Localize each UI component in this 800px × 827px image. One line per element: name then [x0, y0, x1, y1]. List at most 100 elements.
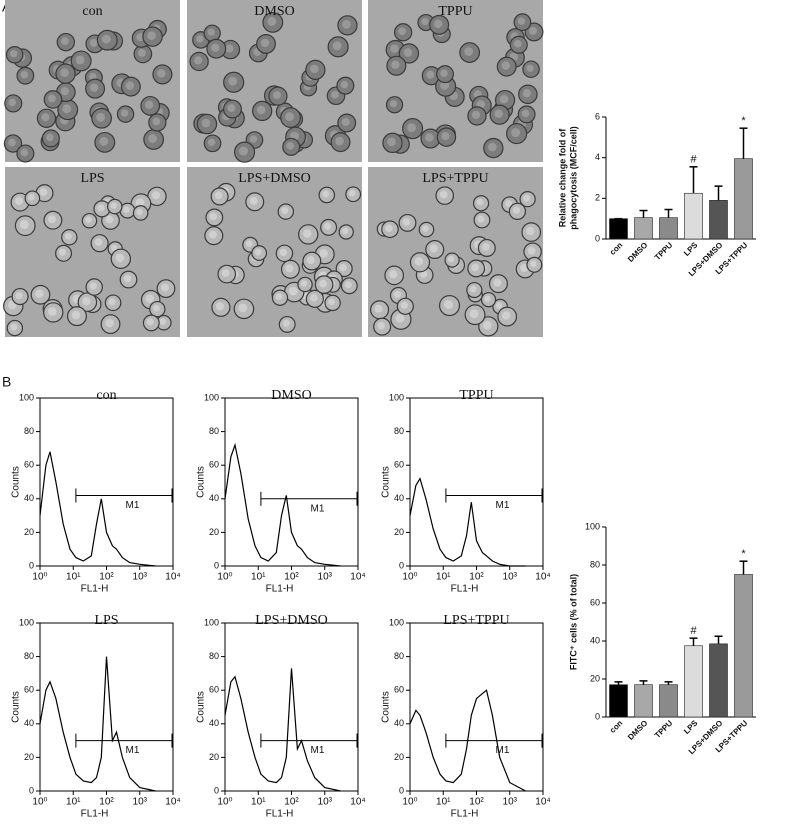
cell-center — [393, 290, 402, 298]
y-tick-label: 20 — [590, 673, 600, 683]
x-tick-label: 10¹ — [251, 797, 266, 808]
cell-center — [227, 104, 236, 113]
y-tick-label: 0 — [595, 233, 600, 243]
bar — [734, 574, 753, 718]
plot-frame — [224, 622, 359, 792]
y-tick-label: 60 — [24, 685, 34, 695]
y-tick-label: 60 — [209, 685, 219, 695]
y-tick-label: 20 — [394, 752, 404, 762]
y-axis-label: phagocytosis (MCF/cell) — [568, 126, 578, 230]
cell-center — [440, 80, 450, 90]
cell-center — [249, 135, 258, 143]
gate-label: M1 — [495, 745, 509, 756]
bar — [659, 684, 678, 718]
cell-center — [39, 188, 48, 196]
gate-label: M1 — [310, 503, 324, 514]
cell-center — [160, 283, 169, 292]
x-tick-label: 10⁰ — [32, 572, 47, 583]
cell-center — [286, 142, 294, 150]
histogram-line — [409, 689, 526, 792]
cell-center — [214, 191, 223, 200]
cell-center — [137, 49, 146, 57]
cell-center — [526, 226, 535, 236]
gate-label: M1 — [125, 745, 139, 756]
y-axis-label: Counts — [381, 691, 392, 723]
cell-center — [135, 198, 145, 208]
x-tick-label: 10⁰ — [217, 572, 232, 583]
cell-center — [395, 313, 405, 323]
cell-center — [254, 248, 262, 256]
cell-center — [344, 281, 352, 289]
cell-center — [501, 61, 510, 70]
x-tick-label: 10³ — [133, 572, 148, 583]
cell-center — [275, 293, 283, 301]
cell-center — [342, 227, 349, 235]
x-tick-label: 10² — [469, 797, 484, 808]
x-axis-label: FL1-H — [266, 809, 294, 820]
cell-center — [522, 89, 531, 98]
cell-center — [60, 37, 69, 46]
cell-center — [211, 43, 220, 52]
y-axis-label: Relative change fold of — [557, 128, 567, 228]
cell-center — [493, 278, 502, 287]
cell-center — [196, 35, 204, 43]
cell-center — [239, 146, 249, 156]
cell-center — [260, 38, 270, 48]
x-tick-label: con — [608, 240, 625, 257]
bar — [734, 158, 753, 240]
cell-center — [209, 212, 218, 221]
y-tick-label: 40 — [209, 718, 219, 728]
cell-center — [20, 148, 29, 157]
cell-center — [28, 194, 35, 201]
cell-center — [60, 68, 69, 77]
cell-center — [194, 56, 203, 65]
panel-label: B — [2, 374, 11, 390]
cell-center — [110, 202, 117, 209]
y-tick-label: 100 — [585, 521, 600, 531]
bar — [659, 217, 678, 240]
cell-center — [391, 60, 400, 69]
gate-label: M1 — [495, 500, 509, 511]
cell-center — [385, 224, 393, 232]
x-tick-label: 10⁴ — [165, 797, 180, 808]
cell-center — [41, 113, 50, 122]
cell-center — [342, 20, 351, 29]
bar — [709, 643, 728, 718]
cell-center — [471, 263, 479, 272]
cell-center — [422, 225, 429, 232]
y-tick-label: 100 — [389, 392, 404, 402]
y-tick-label: 60 — [24, 460, 34, 470]
cell-center — [464, 47, 474, 56]
cell-center — [85, 216, 92, 223]
cell-center — [469, 285, 477, 293]
gate-label: M1 — [125, 500, 139, 511]
cell-center — [159, 318, 167, 325]
y-tick-label: 40 — [24, 718, 34, 728]
y-axis-label: Counts — [196, 691, 207, 723]
cell-center — [99, 136, 109, 146]
cell-center — [71, 310, 81, 320]
plot-frame — [224, 397, 359, 567]
cell-center — [105, 318, 114, 328]
cell-center — [123, 206, 130, 213]
cell-center — [64, 232, 72, 240]
cell-center — [520, 263, 529, 272]
x-tick-label: 10² — [99, 797, 114, 808]
cell-center — [482, 243, 490, 251]
y-tick-label: 80 — [24, 651, 34, 661]
cell-center — [101, 34, 111, 44]
cell-center — [207, 138, 216, 147]
y-tick-label: 100 — [204, 617, 219, 627]
cell-center — [319, 249, 328, 258]
y-axis-label: FITC⁺ cells (% of total) — [568, 574, 578, 670]
micrograph-label: LPS+DMSO — [238, 171, 310, 186]
cell-center — [426, 70, 435, 79]
x-tick-label: 10³ — [318, 572, 333, 583]
plot-title: TPPU — [459, 388, 493, 403]
micrograph-label: con — [82, 4, 102, 19]
y-axis-label: Counts — [381, 466, 392, 498]
cell-center — [494, 109, 503, 118]
y-tick-label: 20 — [394, 527, 404, 537]
cell-center — [488, 142, 497, 152]
